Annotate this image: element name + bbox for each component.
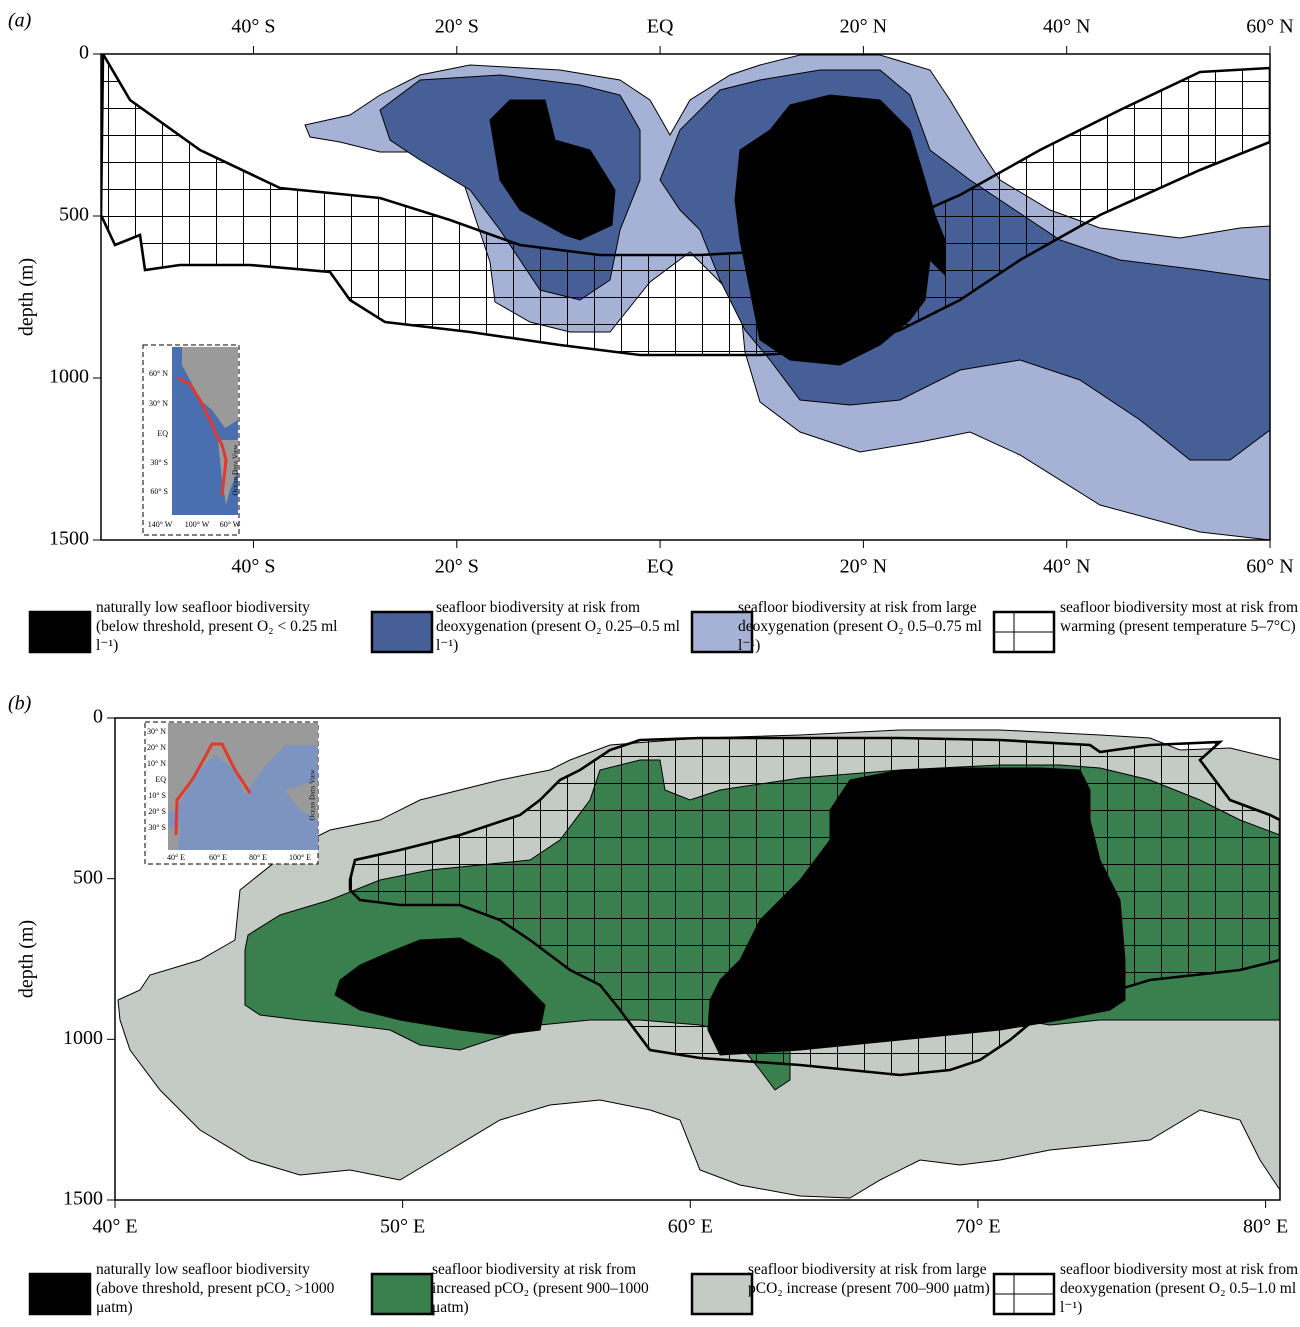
- legend-label: seafloor biodiversity at risk from incre…: [432, 1260, 682, 1317]
- inset-lon-label: 40° E: [167, 853, 185, 862]
- inset-lat-label: 20° N: [147, 743, 166, 752]
- y-axis-label: depth (m): [16, 258, 38, 336]
- x-tick-label: 80° E: [1243, 1216, 1288, 1238]
- legend-swatch: [692, 1274, 752, 1314]
- x-tick-label: 60° E: [668, 1216, 713, 1238]
- y-tick-label: 0: [93, 706, 103, 728]
- y-tick-label: 500: [59, 204, 89, 226]
- legend-label: seafloor biodiversity most at risk from …: [1060, 598, 1300, 636]
- inset-lon-label: 140° W: [148, 520, 173, 529]
- inset-lat-label: EQ: [157, 429, 168, 438]
- legend-label: seafloor biodiversity at risk from deoxy…: [436, 598, 686, 655]
- inset-lon-label: 80° E: [249, 853, 267, 862]
- x-tick-label-top: 40° S: [231, 16, 275, 38]
- legend-swatch: [30, 612, 90, 652]
- inset-lat-label: 10° S: [148, 791, 166, 800]
- x-tick-label: 40° E: [92, 1216, 137, 1238]
- inset-lat-label: 30° N: [147, 727, 166, 736]
- x-tick-label-top: 40° N: [1043, 16, 1090, 38]
- y-tick-label: 1000: [49, 366, 89, 388]
- inset-map-b: [145, 722, 318, 864]
- x-tick-label: 40° S: [231, 556, 275, 578]
- panel-label: (a): [8, 10, 32, 32]
- legend-label: naturally low seafloor biodiversity (abo…: [96, 1260, 346, 1317]
- legend-label: naturally low seafloor biodiversity (bel…: [96, 598, 346, 655]
- y-tick-label: 1500: [63, 1188, 103, 1210]
- regions-a: [101, 54, 1270, 540]
- legend-label: seafloor biodiversity most at risk from …: [1060, 1260, 1300, 1317]
- y-axis-label: depth (m): [16, 920, 38, 998]
- x-tick-label-top: 60° N: [1246, 16, 1293, 38]
- y-tick-label: 1500: [49, 528, 89, 550]
- inset-lat-label: 60° N: [149, 369, 168, 378]
- inset-lat-label: EQ: [155, 775, 166, 784]
- legend-label: seafloor biodiversity at risk from large…: [738, 598, 988, 655]
- inset-lat-label: 60° S: [150, 487, 168, 496]
- inset-lon-label: 60° W: [220, 520, 241, 529]
- legend-swatch: [372, 1274, 432, 1314]
- y-tick-label: 0: [79, 42, 89, 64]
- panel-label: (b): [8, 693, 32, 715]
- x-tick-label-top: EQ: [647, 16, 674, 38]
- x-tick-label: 20° N: [840, 556, 887, 578]
- x-tick-label: 40° N: [1043, 556, 1090, 578]
- inset-lat-label: 10° N: [147, 759, 166, 768]
- inset-lat-label: 20° S: [148, 807, 166, 816]
- x-tick-label-top: 20° N: [840, 16, 887, 38]
- figure: (a) depth (m) 0 500 1000 1500 40° S 40° S 20° S 2…: [0, 0, 1300, 1327]
- legend-swatch: [372, 612, 432, 652]
- inset-lon-label: 100° E: [289, 853, 311, 862]
- y-tick-label: 1000: [63, 1027, 103, 1049]
- inset-credit: Ocean Data View: [232, 444, 240, 495]
- x-tick-label: 70° E: [955, 1216, 1000, 1238]
- figure-canvas: (a) depth (m) 0 500 1000 1500 40° S 40° S 20° S 2…: [0, 0, 1300, 1327]
- inset-lon-label: 100° W: [185, 520, 210, 529]
- y-tick-label: 500: [73, 866, 103, 888]
- inset-credit: Ocean Data View: [309, 769, 317, 820]
- legend-label: seafloor biodiversity at risk from large…: [748, 1260, 998, 1298]
- inset-lon-label: 60° E: [209, 853, 227, 862]
- x-tick-label-top: 20° S: [435, 16, 479, 38]
- legend-swatch: [30, 1274, 90, 1314]
- x-tick-label: EQ: [647, 556, 674, 578]
- inset-lat-label: 30° S: [148, 823, 166, 832]
- x-tick-label: 50° E: [380, 1216, 425, 1238]
- x-tick-label: 60° N: [1246, 556, 1293, 578]
- x-tick-label: 20° S: [435, 556, 479, 578]
- inset-lat-label: 30° N: [149, 399, 168, 408]
- inset-lat-label: 30° S: [150, 458, 168, 467]
